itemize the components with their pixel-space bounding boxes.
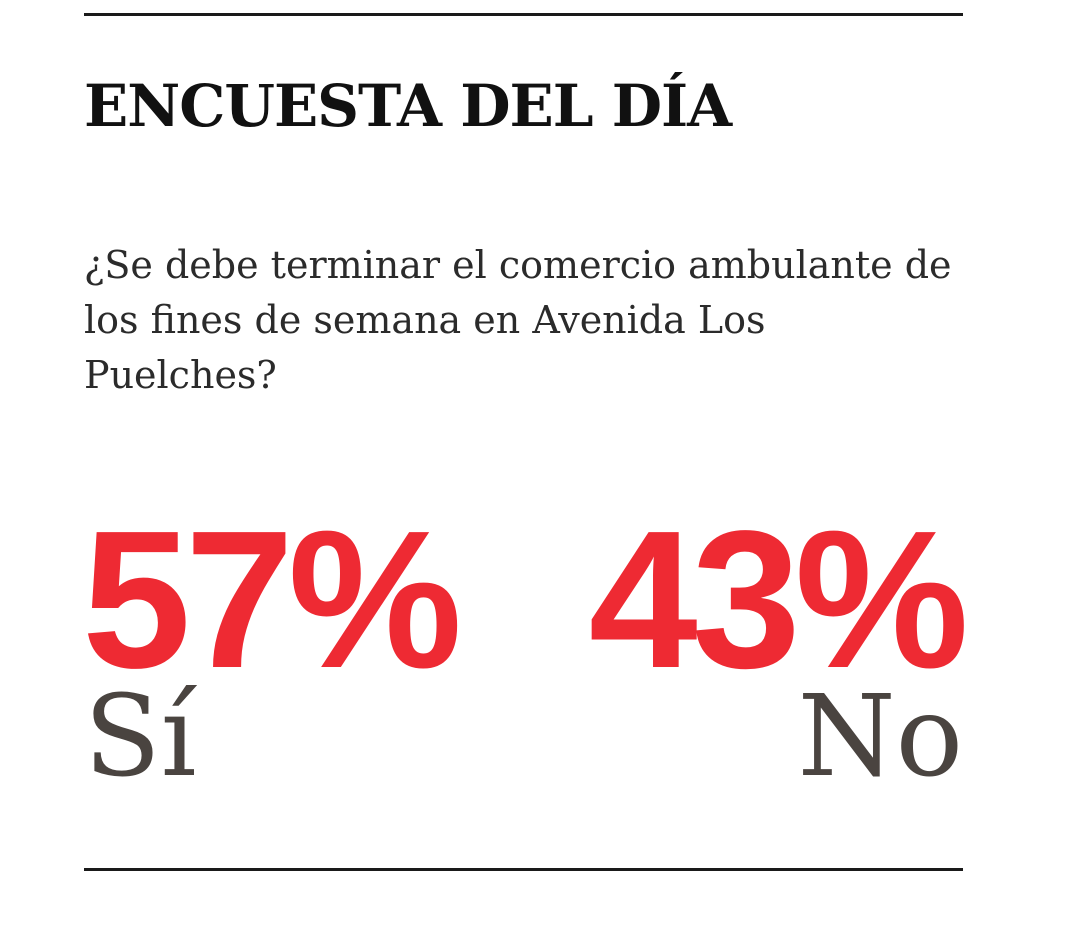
result-yes-label: Sí bbox=[84, 672, 197, 802]
result-no-percent: 43% bbox=[588, 490, 969, 709]
bottom-divider bbox=[84, 868, 963, 871]
top-divider bbox=[84, 13, 963, 16]
poll-question: ¿Se debe terminar el comercio ambulante … bbox=[84, 243, 952, 397]
poll-title: ENCUESTA DEL DÍA bbox=[84, 72, 732, 140]
result-yes-percent: 57% bbox=[82, 490, 462, 709]
result-no-label: No bbox=[797, 672, 963, 802]
